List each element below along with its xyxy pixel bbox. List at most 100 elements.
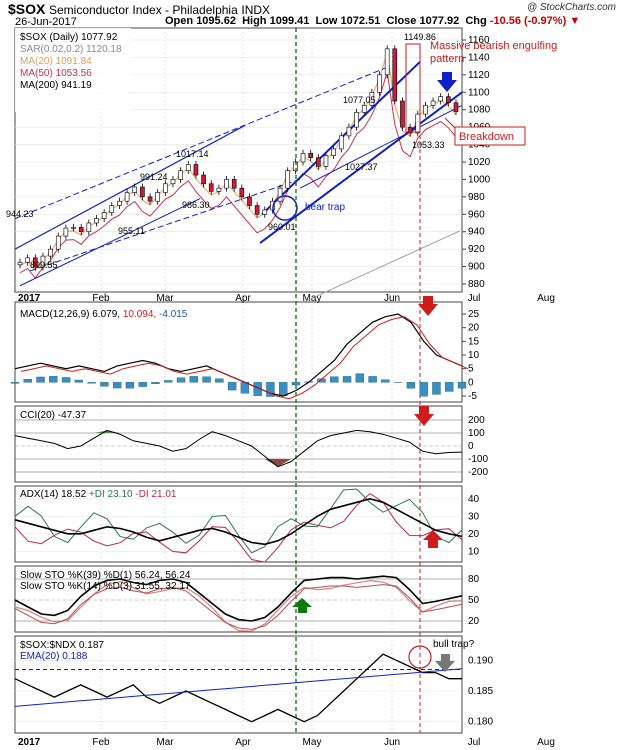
- sto-slow-line: [14, 575, 463, 622]
- breakdown-pointer: [444, 117, 456, 129]
- candle-body: [346, 126, 352, 137]
- annotation-massive: Massive bearish engulfing: [430, 40, 557, 52]
- candle-body: [423, 105, 428, 115]
- macd-y-tick-label: -5: [468, 391, 477, 402]
- macd-histogram-bar: [189, 376, 199, 383]
- gray-down-arrow-icon: [435, 654, 455, 672]
- candle-body: [231, 179, 237, 189]
- candle-body: [430, 100, 436, 106]
- macd-histogram-bar: [291, 382, 301, 386]
- macd-histogram-bar: [23, 378, 32, 383]
- annotation-beartrap: bear trap: [305, 202, 345, 213]
- x-tick-label: Aug: [537, 293, 555, 304]
- lower-dashed-channel: [29, 178, 301, 272]
- candle-body: [316, 157, 321, 167]
- macd-signal-line: [20, 316, 469, 400]
- annotation-breakdown: Breakdown: [459, 131, 514, 143]
- macd-y-tick-label: 0: [468, 377, 474, 388]
- x-tick-label: Feb: [92, 293, 110, 304]
- candle-body: [415, 113, 421, 134]
- x-tick-label-bottom: Aug: [537, 737, 555, 748]
- symbol: $SOX: [8, 1, 46, 17]
- close-label: Close: [386, 15, 417, 27]
- macd-histogram-bar: [355, 373, 365, 383]
- x-tick-label: Mar: [156, 293, 174, 304]
- red-down-arrow-icon: [414, 406, 434, 426]
- macd-value: 6.079,: [92, 309, 123, 320]
- price-legend-item: MA(50) 1053.56: [20, 68, 92, 79]
- candle-body: [32, 257, 38, 268]
- candle-body: [438, 96, 444, 102]
- candle-body: [124, 192, 130, 202]
- candle-body: [392, 48, 398, 102]
- macd-signal-value: 10.094,: [123, 309, 159, 320]
- macd-histogram-bar: [100, 382, 109, 387]
- candle-body: [178, 170, 183, 180]
- exchange: INDX: [241, 3, 271, 17]
- adx-legend: ADX(14) 18.52 +DI 23.10 -DI 21.01: [20, 489, 177, 500]
- candle-body: [323, 155, 329, 167]
- panel-frame-ratio: [14, 635, 463, 734]
- low-label: Low: [315, 15, 338, 27]
- candle-body: [453, 102, 459, 112]
- candle-body: [400, 100, 405, 128]
- price-value-label: 991.24: [140, 172, 168, 182]
- price-legend-bg: [15, 28, 131, 112]
- macd-histogram-bar: [342, 376, 352, 383]
- sto-legend-2: Slow STO %K(14) %D(3) 31.55, 32.17: [20, 581, 191, 592]
- candle-body: [254, 205, 260, 215]
- sto-y-tick-label: 20: [468, 616, 480, 627]
- sto-legend-1: Slow STO %K(39) %D(1) 56.24, 56.24: [20, 570, 191, 581]
- mdi-line: [14, 492, 463, 563]
- price-legend-item: MA(20) 1091.84: [20, 56, 92, 67]
- price-legend-item: $SOX (Daily) 1077.92: [20, 32, 118, 43]
- x-tick-label: Jun: [384, 293, 400, 304]
- adx-line: [14, 497, 463, 546]
- cci-y-tick-label: 100: [468, 428, 485, 439]
- candle-body: [94, 218, 99, 224]
- upper-channel-line: [14, 124, 246, 250]
- macd-histogram-bar: [61, 377, 71, 383]
- sto-fast-signal-line: [14, 584, 463, 630]
- price-y-tick-label: 920: [468, 244, 485, 255]
- price-y-tick-label: 880: [468, 279, 485, 290]
- price-y-tick-label: 1080: [468, 105, 491, 116]
- price-y-tick-label: 1100: [468, 87, 490, 98]
- steep-channel-lower: [259, 91, 463, 244]
- candle-body: [407, 126, 413, 134]
- macd-histogram-bar: [151, 382, 160, 384]
- pdi-line: [14, 488, 463, 554]
- macd-histogram-bar: [164, 380, 173, 383]
- cci-y-tick-label: 0: [468, 441, 474, 452]
- macd-histogram-bar: [125, 382, 135, 389]
- candle-body: [201, 174, 206, 185]
- adx-y-tick-label: 20: [468, 529, 480, 540]
- candle-body: [117, 200, 122, 206]
- open-value: 1095.62: [196, 15, 236, 27]
- macd-histogram-bar: [279, 382, 288, 396]
- high-value: 1099.41: [269, 15, 310, 27]
- pdi-value: +DI 23.10: [89, 489, 135, 500]
- macd-y-tick-label: 25: [468, 309, 480, 320]
- chart-title: $SOX Semiconductor Index - Philadelphia …: [8, 1, 270, 17]
- candle-body: [163, 183, 168, 193]
- candle-body: [377, 74, 382, 93]
- candle-body: [446, 96, 451, 104]
- macd-histogram-bar: [406, 382, 416, 389]
- price-value-label: 1077.05: [343, 95, 376, 105]
- candle-body: [361, 105, 367, 113]
- price-y-tick-label: 1020: [468, 157, 491, 168]
- candle-body: [354, 111, 359, 128]
- x-tick-label-bottom: 2017: [18, 737, 41, 748]
- green-up-arrow-icon: [292, 598, 312, 613]
- candle-body: [300, 152, 306, 163]
- bear-trap-circle: [272, 195, 298, 221]
- macd-histogram-bar: [10, 382, 20, 384]
- breakdown-box: [454, 126, 526, 146]
- date-label: 26-Jun-2017: [15, 16, 77, 28]
- candle-body: [285, 170, 291, 189]
- candle-body: [224, 179, 229, 189]
- candle-body: [140, 186, 145, 198]
- candle-body: [193, 164, 199, 176]
